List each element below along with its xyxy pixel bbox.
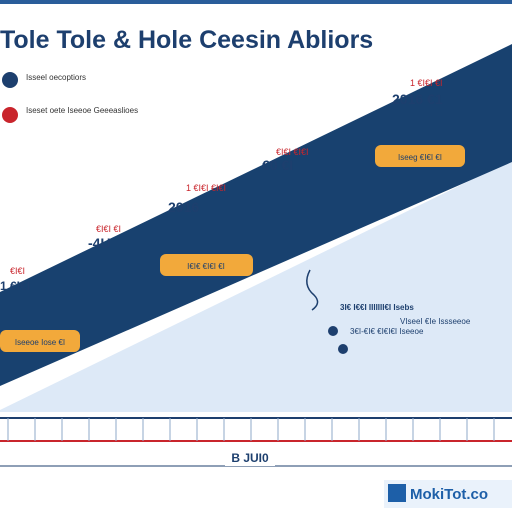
milestone-year: 2016 €1	[392, 91, 443, 107]
diagonal-band	[0, 44, 512, 386]
callout-box	[160, 254, 253, 276]
note-dot	[328, 326, 338, 336]
light-area	[0, 160, 512, 412]
milestone-year: 1 €I€I	[0, 279, 30, 293]
note-dot	[338, 344, 348, 354]
milestone-note: 1 €I€I €I€I	[186, 183, 226, 193]
callout-box	[375, 145, 465, 167]
note-text: 3€I-€I€ €I€I€I Iseeoe	[350, 327, 424, 336]
callout-text: Iseeg €I€I €I	[398, 153, 442, 162]
note-text: VIseeI €Ie Issseeoe	[400, 317, 471, 326]
milestone-note: 1 €I€I €I	[410, 78, 443, 88]
callout-text: Iseeoe Iose €I	[15, 338, 65, 347]
note-text: 3I€ I€€I IIIIIII€I Isebs	[340, 303, 414, 312]
logo-icon	[388, 484, 406, 502]
title: Tole Tole & Hole Ceesin Abliors	[0, 26, 373, 54]
milestone-note: €I€I €I€I	[276, 147, 309, 157]
timeline-label: B JUI0	[231, 451, 269, 465]
milestone-year: -4U	[88, 235, 111, 251]
milestone-note: €I€I €I	[96, 224, 121, 234]
timeline-label-bg	[225, 450, 275, 466]
legend-label: Isseel oecoptiors	[26, 73, 86, 82]
callout-box	[0, 330, 80, 352]
milestone-year: 2016	[168, 199, 199, 215]
milestone-year: €0 €I	[262, 157, 293, 173]
logo-text: MokiTot.co	[410, 486, 488, 503]
top-bar	[0, 0, 512, 4]
callout-text: I€I€ €I€I €I	[187, 262, 225, 271]
legend-dot	[2, 72, 18, 88]
legend-label: Iseset oete Iseeoe Geeeaslioes	[26, 106, 138, 115]
legend-dot	[2, 107, 18, 123]
milestone-note: €I€I	[10, 266, 25, 276]
connector	[306, 269, 319, 311]
